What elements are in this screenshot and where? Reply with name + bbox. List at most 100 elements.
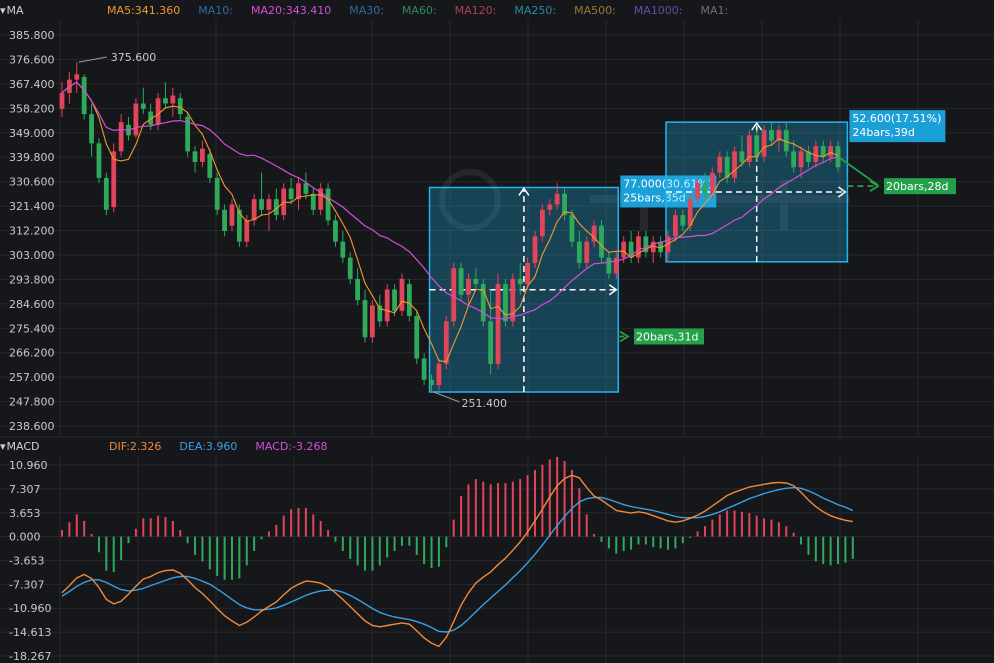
macd-legend-item[interactable]: MACD:-3.268 xyxy=(255,440,328,453)
candle-body xyxy=(562,193,567,216)
low-label: 251.400 xyxy=(462,397,508,410)
arrow-up-icon xyxy=(518,187,530,196)
price-legend-item[interactable]: MA60: xyxy=(401,4,437,17)
candle-body xyxy=(118,122,124,152)
macd-tick-label: 10.960 xyxy=(9,459,48,472)
macd-legend-item[interactable]: DIF:2.326 xyxy=(109,440,162,453)
candlesticks xyxy=(59,62,841,392)
price-panel-title: MA xyxy=(6,4,24,17)
price-legend-items: MA5:341.360 MA10: MA20:343.410 MA30: MA60: MA… xyxy=(107,4,746,17)
measure-label-value: 52.600(17.51%) xyxy=(852,112,941,125)
ma20-line xyxy=(61,81,839,320)
candle-body xyxy=(754,135,760,157)
candle-body xyxy=(621,241,627,258)
measure-label-bars: 25bars,35d xyxy=(623,191,685,204)
candle-body xyxy=(163,98,168,104)
arrow-right-icon xyxy=(608,284,618,296)
collapse-icon[interactable]: ▾ xyxy=(0,440,6,453)
candle-body xyxy=(702,183,708,194)
macd-lines xyxy=(61,474,854,648)
candle-body xyxy=(259,199,264,210)
price-legend-item[interactable]: MA120: xyxy=(454,4,497,17)
price-annotations: 375.600 251.400 xyxy=(78,51,508,410)
price-legend-item[interactable]: MA250: xyxy=(514,4,557,17)
candle-body xyxy=(303,183,309,194)
arrow-right-icon xyxy=(619,330,630,343)
candle-body xyxy=(739,151,745,162)
macd-legend-item[interactable]: DEA:3.960 xyxy=(179,440,238,453)
price-legend-item[interactable]: MA500: xyxy=(574,4,616,17)
candle-body xyxy=(273,199,279,216)
candle-body xyxy=(96,143,102,178)
macd-tick-label: 0.000 xyxy=(9,531,41,544)
candle-body xyxy=(325,188,331,221)
price-legend-item[interactable]: MA1000: xyxy=(633,4,683,17)
price-legend-item[interactable]: MA10: xyxy=(198,4,233,17)
candle-body xyxy=(414,316,420,359)
candle-body xyxy=(89,114,94,144)
measure-boxes: 77.000(30.61%)25bars,35d20bars,31d52.600… xyxy=(428,110,956,393)
candle-body xyxy=(244,220,250,242)
candle-body xyxy=(569,215,575,242)
candle-body xyxy=(406,284,412,317)
candle-body xyxy=(695,183,700,200)
price-legend-item[interactable]: MA5:341.360 xyxy=(107,4,181,17)
collapse-icon[interactable]: ▾ xyxy=(0,4,6,17)
candle-body xyxy=(687,199,693,226)
projection-label-bg-2 xyxy=(884,178,956,195)
price-tick-label: 376.600 xyxy=(9,53,55,66)
candle-body xyxy=(362,300,368,338)
macd-legend: ▾MACD DIF:2.326 DEA:3.960 MACD:-3.268 xyxy=(0,437,364,457)
arrow-right-icon xyxy=(837,186,847,198)
candle-body xyxy=(820,146,826,157)
price-panel-name[interactable]: ▾MA xyxy=(0,4,45,17)
price-tick-label: 303.000 xyxy=(9,249,55,262)
price-tick-label: 238.600 xyxy=(9,420,55,433)
candle-body xyxy=(133,103,139,136)
high-pointer-line xyxy=(78,56,107,63)
measure-label-bg xyxy=(849,110,946,143)
candle-body xyxy=(717,156,723,173)
candle-body xyxy=(296,183,301,200)
candle-body xyxy=(806,151,811,162)
candle-body xyxy=(813,146,819,162)
macd-tick-label: 7.307 xyxy=(9,483,41,496)
candle-body xyxy=(636,236,641,258)
candle-body xyxy=(340,241,346,258)
macd-panel-title: MACD xyxy=(6,440,40,453)
candle-body xyxy=(458,268,464,295)
price-tick-label: 275.400 xyxy=(9,322,55,335)
candle-body xyxy=(355,278,361,301)
macd-tick-label: -10.960 xyxy=(9,602,51,615)
candle-body xyxy=(399,278,405,311)
candle-body xyxy=(251,199,257,221)
candle-body xyxy=(429,379,434,386)
candle-body xyxy=(148,111,154,125)
candle-body xyxy=(480,284,486,322)
candle-body xyxy=(421,358,427,380)
moving-average-lines xyxy=(61,81,839,363)
price-legend-item[interactable]: MA1: xyxy=(700,4,729,17)
candle-body xyxy=(318,188,324,210)
candle-body xyxy=(207,154,213,178)
candle-body xyxy=(680,215,686,226)
macd-panel-name[interactable]: ▾MACD xyxy=(0,440,61,453)
price-legend-item[interactable]: MA20:343.410 xyxy=(250,4,332,17)
high-label: 375.600 xyxy=(111,51,156,64)
candle-body xyxy=(473,278,479,285)
price-tick-label: 367.400 xyxy=(9,78,55,91)
price-legend: ▾MA MA5:341.360 MA10: MA20:343.410 MA30: MA6… xyxy=(0,1,764,21)
candle-body xyxy=(650,241,656,253)
candle-body xyxy=(229,204,235,226)
candle-body xyxy=(74,74,80,80)
price-tick-label: 312.200 xyxy=(9,225,55,238)
candle-body xyxy=(443,321,449,364)
candle-body xyxy=(200,148,205,162)
price-tick-label: 293.800 xyxy=(9,273,55,286)
arrow-up-icon xyxy=(751,121,763,131)
price-legend-item[interactable]: MA30: xyxy=(349,4,384,17)
price-tick-label: 339.800 xyxy=(9,151,55,164)
candle-body xyxy=(525,262,530,285)
candle-body xyxy=(384,289,390,322)
